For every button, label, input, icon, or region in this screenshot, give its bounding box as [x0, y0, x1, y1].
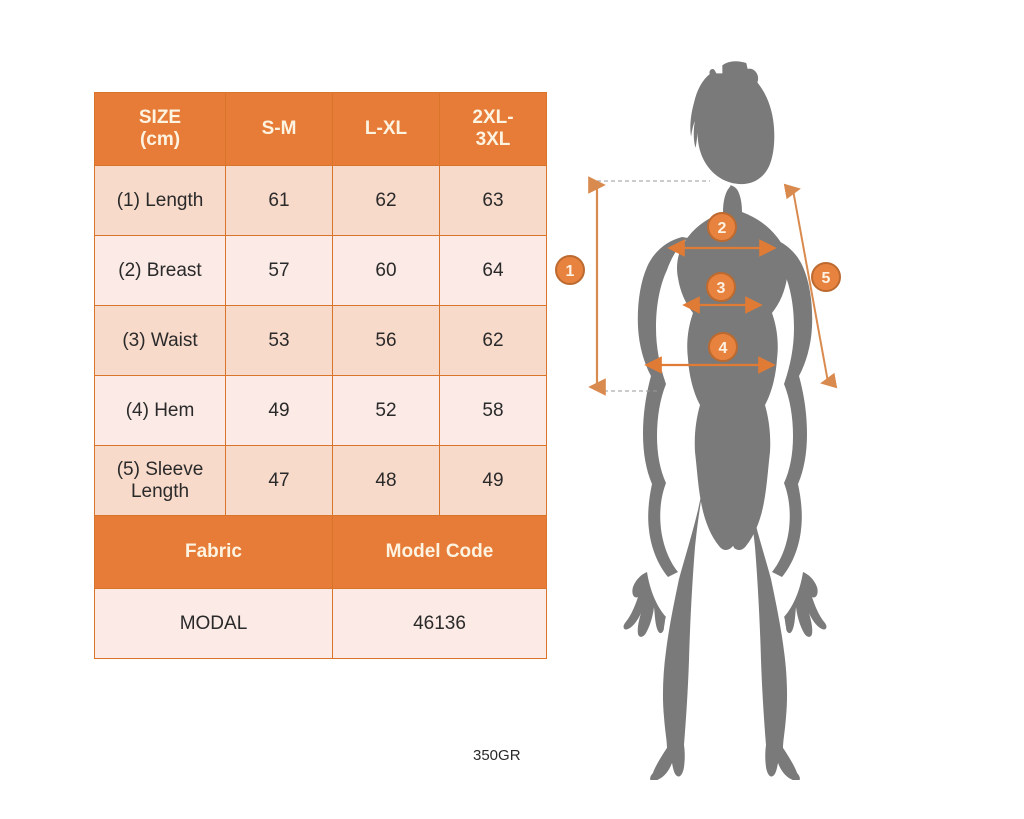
svg-text:1: 1 — [566, 263, 575, 280]
svg-text:3: 3 — [717, 280, 726, 297]
svg-text:2: 2 — [718, 220, 727, 237]
svg-text:5: 5 — [822, 270, 831, 287]
svg-text:4: 4 — [719, 340, 728, 357]
